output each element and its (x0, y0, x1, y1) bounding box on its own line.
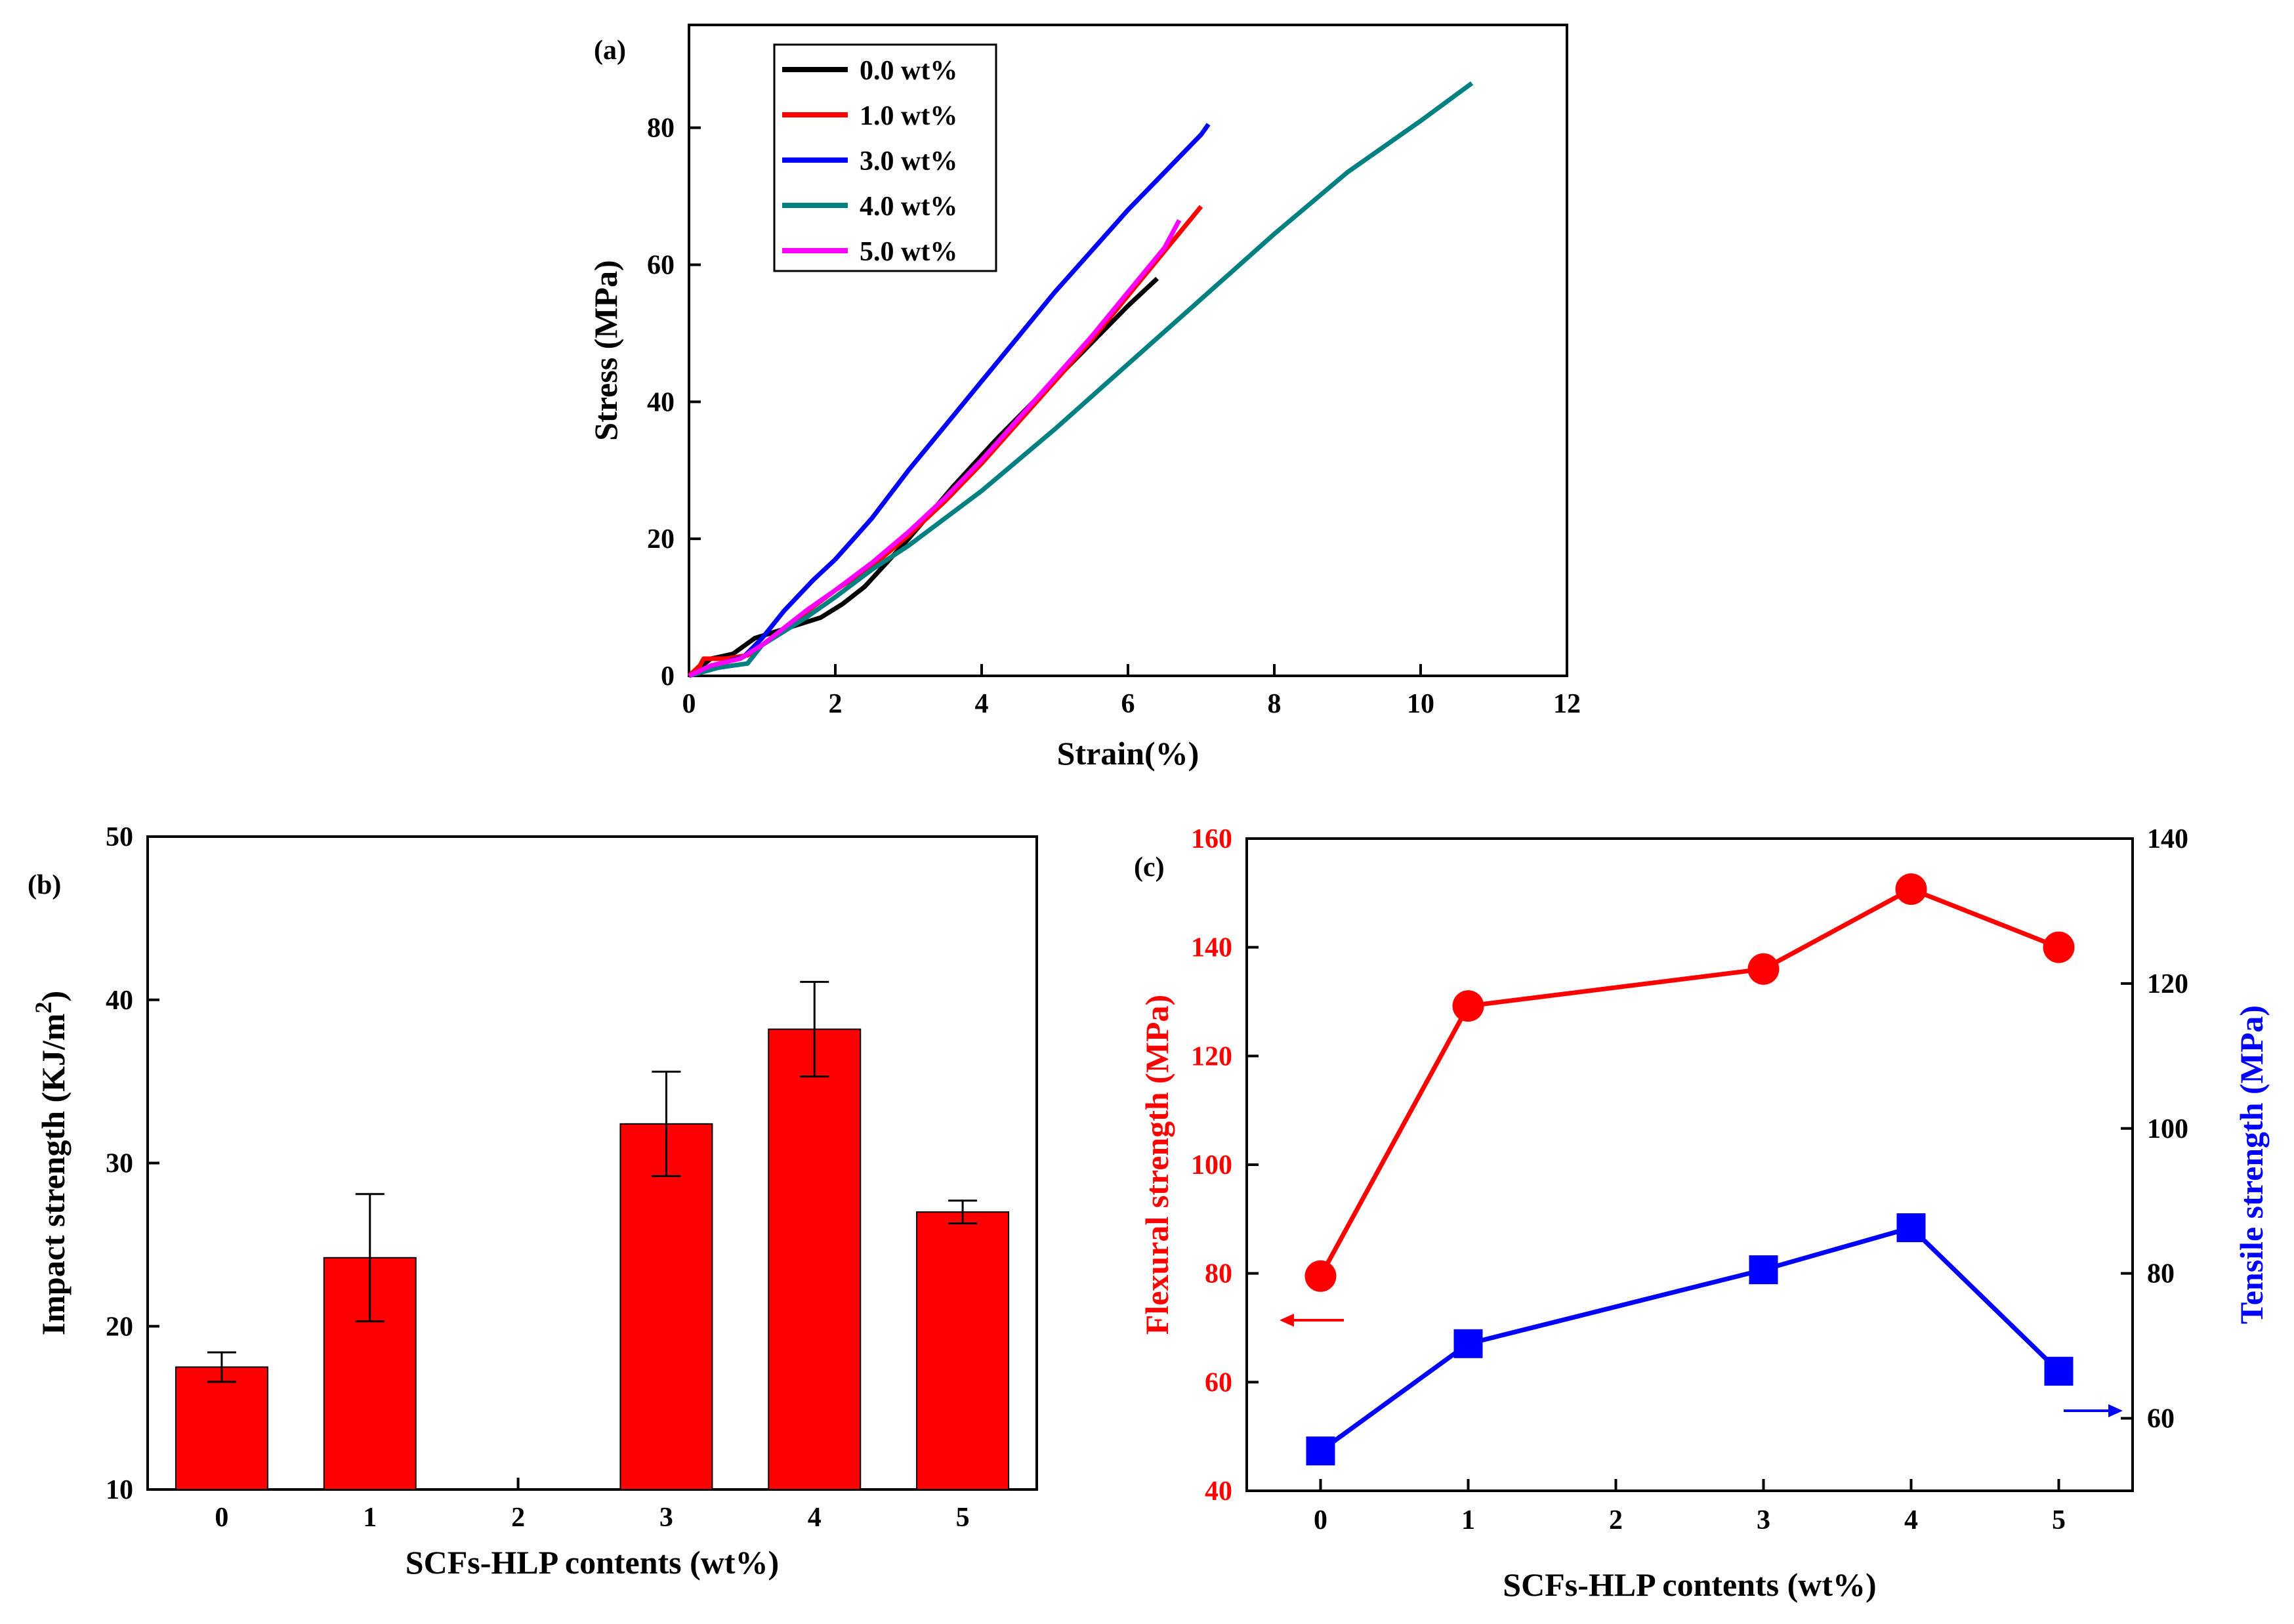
chart-a: 0 2 4 6 8 10 12 0 20 40 60 80 Strain(%) Stress (MPa) (… (587, 24, 1581, 772)
x-tick-label-b: 2 (511, 1503, 525, 1533)
x-tick-label-c: 1 (1461, 1505, 1475, 1535)
x-tick-label-a: 8 (1268, 689, 1282, 719)
series-line-a-1 (687, 205, 1203, 678)
x-tick-label-c: 0 (1314, 1505, 1327, 1535)
y-tick-label-a: 40 (647, 387, 675, 417)
x-tick-label-b: 0 (215, 1503, 228, 1533)
x-tick-label-a: 0 (682, 689, 696, 719)
x-tick-label-c: 4 (1904, 1505, 1918, 1535)
legend-label-a-2: 3.0 wt% (860, 146, 957, 177)
left-axis-arrow-head (1280, 1314, 1294, 1327)
right-axis-label-c: Tensile strength (MPa) (2233, 1005, 2270, 1324)
left-tick-label-c: 60 (1205, 1367, 1232, 1398)
marker-circle-c-3 (1895, 873, 1927, 906)
series-line-a-0 (687, 276, 1159, 678)
y-axis-label-sup-b: 2 (30, 1001, 56, 1013)
right-tick-label-c: 80 (2147, 1259, 2175, 1289)
left-axis-label-c: Flexural strength (MPa) (1138, 995, 1175, 1335)
left-tick-label-c: 120 (1191, 1041, 1232, 1072)
y-tick-label-b: 30 (106, 1149, 133, 1179)
left-tick-label-c: 160 (1191, 824, 1232, 854)
y-tick-label-a: 0 (661, 661, 675, 692)
right-tick-label-c: 140 (2147, 824, 2188, 854)
y-tick-label-b: 20 (106, 1312, 133, 1342)
y-axis-label-b: Impact strength (KJ/m2) (30, 991, 72, 1335)
right-tick-label-c: 60 (2147, 1404, 2175, 1434)
y-axis-label-a: Stress (MPa) (587, 260, 624, 440)
y-tick-label-a: 60 (647, 250, 675, 280)
bar-b-4 (768, 1028, 862, 1490)
x-tick-label-b: 4 (808, 1503, 822, 1533)
right-axis-arrow-head (2108, 1404, 2123, 1417)
legend-label-a-3: 4.0 wt% (860, 192, 957, 222)
legend-label-a-4: 5.0 wt% (860, 237, 957, 267)
series-line-c-0 (1318, 886, 2060, 1278)
marker-square-c-3 (1896, 1213, 1926, 1243)
y-tick-label-a: 80 (647, 114, 675, 144)
x-tick-label-c: 3 (1757, 1505, 1770, 1535)
marker-circle-c-1 (1452, 990, 1484, 1022)
x-tick-label-a: 10 (1407, 689, 1434, 719)
legend-label-a-1: 1.0 wt% (860, 101, 957, 131)
left-tick-label-c: 140 (1191, 933, 1232, 963)
series-line-a-4 (688, 219, 1182, 678)
marker-circle-c-0 (1304, 1260, 1337, 1292)
legend-label-a-0: 0.0 wt% (860, 56, 957, 86)
right-tick-label-c: 120 (2147, 969, 2188, 999)
bar-b-1 (323, 1257, 417, 1491)
panel-label-c: (c) (1134, 852, 1165, 883)
marker-circle-c-2 (1747, 953, 1780, 985)
marker-square-c-1 (1453, 1329, 1483, 1358)
series-line-c-1 (1319, 1225, 2060, 1453)
marker-square-c-2 (1749, 1255, 1778, 1285)
y-tick-label-b: 40 (106, 986, 133, 1016)
left-tick-label-c: 100 (1191, 1150, 1232, 1180)
x-tick-label-a: 2 (829, 689, 843, 719)
left-tick-label-c: 40 (1205, 1476, 1232, 1507)
marker-circle-c-4 (2043, 931, 2075, 963)
bar-b-0 (175, 1366, 268, 1490)
series-line-a-3 (688, 81, 1474, 678)
marker-square-c-4 (2044, 1356, 2074, 1386)
x-tick-label-c: 5 (2052, 1505, 2066, 1535)
x-tick-label-a: 12 (1553, 689, 1581, 719)
plot-frame-b (146, 835, 1038, 1491)
y-tick-label-b: 10 (106, 1475, 133, 1505)
left-tick-label-c: 80 (1205, 1259, 1232, 1289)
x-axis-label-c: SCFs-HLP contents (wt%) (1503, 1566, 1876, 1603)
x-tick-label-b: 3 (659, 1503, 673, 1533)
bar-b-3 (619, 1123, 713, 1491)
marker-square-c-0 (1306, 1436, 1335, 1466)
bar-b-5 (916, 1211, 1010, 1490)
chart-c: 0 1 2 3 4 5 40 60 80 100 120 140 160 60 80 100 120 140 SCF… (1134, 824, 2270, 1603)
x-tick-label-b: 1 (363, 1503, 377, 1533)
y-axis-label-main-b: Impact strength (KJ/m (35, 1013, 72, 1335)
panel-label-a: (a) (594, 35, 626, 66)
y-axis-label-close-b: ) (35, 991, 72, 1002)
x-tick-label-a: 6 (1121, 689, 1135, 719)
x-axis-label-b: SCFs-HLP contents (wt%) (406, 1544, 779, 1581)
chart-b: 10 20 30 40 50 0 1 2 3 4 5 SCFs-HLP contents (wt%) I… (28, 822, 1038, 1581)
y-tick-label-b: 50 (106, 822, 133, 852)
x-axis-label-a: Strain(%) (1057, 735, 1199, 772)
y-tick-label-a: 20 (647, 524, 675, 554)
x-tick-label-c: 2 (1609, 1505, 1623, 1535)
x-tick-label-a: 4 (975, 689, 989, 719)
x-tick-label-b: 5 (956, 1503, 970, 1533)
panel-label-b: (b) (28, 870, 61, 900)
right-tick-label-c: 100 (2147, 1114, 2188, 1144)
